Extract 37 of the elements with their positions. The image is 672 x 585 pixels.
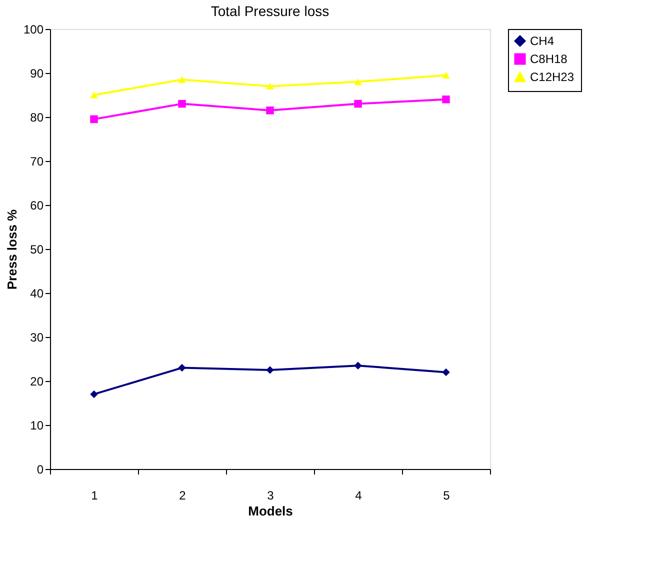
y-axis-title: Press loss % xyxy=(4,208,20,290)
legend-label: C8H18 xyxy=(530,52,568,66)
y-tick-label: 70 xyxy=(30,154,44,168)
point xyxy=(266,82,274,90)
y-tick-label: 60 xyxy=(30,198,44,212)
point xyxy=(178,100,186,108)
point xyxy=(354,78,362,86)
y-tick-label: 30 xyxy=(30,330,44,344)
x-tick-label: 1 xyxy=(91,488,98,502)
x-tick-label: 5 xyxy=(443,488,450,502)
y-tick-label: 10 xyxy=(30,418,44,432)
point xyxy=(90,92,98,98)
x-tick-label: 3 xyxy=(267,488,274,502)
point xyxy=(90,115,98,124)
point xyxy=(266,106,274,114)
point xyxy=(178,76,186,83)
point xyxy=(442,368,450,376)
point xyxy=(442,96,450,104)
x-tick-label: 2 xyxy=(179,488,186,502)
legend-label: C12H23 xyxy=(530,70,574,84)
y-tick-label: 20 xyxy=(30,374,44,388)
y-tick-label: 0 xyxy=(36,462,44,476)
point xyxy=(90,390,98,398)
chart-title: Total Pressure loss xyxy=(210,3,330,19)
y-tick-label: 100 xyxy=(23,22,44,36)
point xyxy=(354,362,362,370)
y-tick-label: 90 xyxy=(30,66,44,80)
point xyxy=(354,100,362,108)
point xyxy=(266,366,274,374)
point xyxy=(442,72,450,79)
point xyxy=(178,364,186,372)
y-tick-label: 80 xyxy=(30,110,44,124)
y-tick-label: 40 xyxy=(30,286,44,300)
x-tick-label: 4 xyxy=(355,488,362,502)
legend-label: CH4 xyxy=(530,34,554,48)
y-tick-label: 50 xyxy=(30,242,44,256)
x-axis-title: Models xyxy=(248,504,293,518)
